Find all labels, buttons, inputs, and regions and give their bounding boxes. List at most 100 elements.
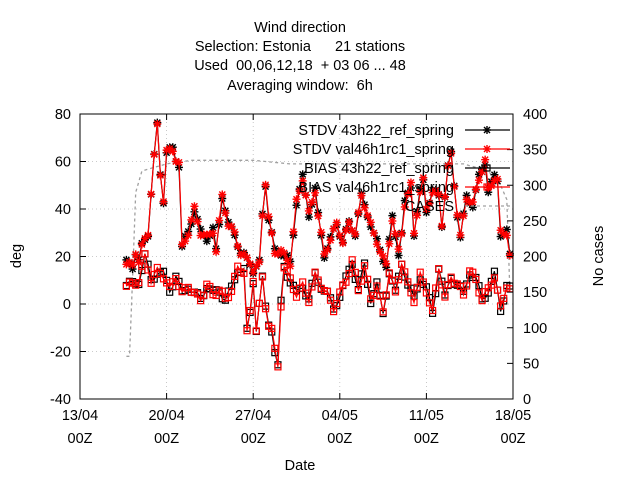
x-tick-label: 20/04 [148,408,184,424]
y-tick-label: 60 [55,155,71,171]
data-point-bias_val [231,272,239,280]
data-point-stdv_val [153,120,162,129]
data-point-stdv_val [184,231,193,240]
title-line-3: Used 00,06,12,18 + 03 06 ... 48 [194,58,406,74]
data-point-bias_val [364,275,372,283]
data-point-bias_val [435,265,443,273]
data-point-stdv_val [156,171,165,180]
legend: STDV 43h22_ref_spring STDV val46h1rc1_spr… [293,123,510,215]
data-point-bias_val [379,308,387,316]
y2-tick-label: 300 [523,178,547,194]
data-point-bias_val [407,289,415,297]
legend-label-cases: CASES [405,199,454,215]
data-point-bias_val [240,269,248,277]
x-tick-label: 04/05 [322,408,358,424]
data-point-stdv_val [487,181,496,190]
data-point-stdv_val [351,230,360,239]
data-point-bias_val [271,344,279,352]
x-tick-label: 00Z [68,431,93,447]
data-point-stdv_val [311,188,320,197]
data-point-bias_val [311,268,319,276]
data-point-bias_val [261,305,270,313]
data-point-bias_val [227,287,236,296]
data-point-bias_val [490,274,499,282]
data-point-stdv_val [345,218,354,227]
data-point-stdv_val [212,247,221,256]
y2-axis-label: No cases [591,226,607,286]
x-tick-label: 00Z [327,431,352,447]
data-point-bias_val [141,250,149,258]
data-point-stdv_val [147,190,156,199]
data-point-stdv_val [391,229,400,238]
y2-tick-label: 150 [523,285,547,301]
data-point-stdv_val [397,229,406,238]
data-point-stdv_val [150,150,159,159]
data-point-stdv_ref [388,211,397,220]
data-point-bias_val [422,289,430,297]
data-point-stdv_val [437,222,446,231]
data-point-stdv_val [450,182,459,191]
x-tick-label: 27/04 [235,408,271,424]
data-point-bias_val [497,302,505,310]
data-point-stdv_val [419,173,428,182]
data-point-stdv_val [128,261,137,270]
data-point-stdv_val [459,211,468,220]
data-point-bias_val [336,288,344,296]
y-tick-label: 40 [55,202,71,218]
data-point-stdv_val [187,215,196,224]
y2-tick-label: 400 [523,107,547,123]
data-point-stdv_val [478,167,487,176]
data-point-bias_val [391,288,400,296]
x-tick-label: 13/04 [62,408,98,424]
data-point-stdv_val [215,216,224,225]
legend-marker-stdv_ref [483,126,491,134]
data-point-stdv_val [174,158,183,167]
data-point-bias_val [268,324,276,333]
y-tick-label: 80 [55,107,71,123]
data-point-bias_val [333,300,341,308]
data-point-bias_val [138,262,146,270]
data-point-stdv_val [481,155,490,164]
data-point-stdv_ref [394,251,403,260]
data-point-stdv_val [283,256,292,265]
y-tick-label: -40 [50,392,71,408]
data-point-stdv_val [320,249,329,258]
x-tick-label: 00Z [414,431,439,447]
data-point-stdv_val [416,188,425,197]
data-point-stdv_val [382,259,391,268]
data-point-stdv_val [406,178,415,187]
x-tick-label: 11/05 [409,408,444,424]
data-point-bias_val [302,289,310,297]
y2-tick-label: 250 [523,214,547,230]
data-point-bias_val [478,297,486,305]
data-point-stdv_val [317,228,326,237]
data-point-stdv_val [354,208,363,217]
data-point-stdv_val [372,240,381,249]
data-point-stdv_val [474,176,483,185]
data-point-bias_val [200,291,208,299]
data-point-stdv_val [280,248,289,257]
y-tick-label: 0 [63,297,71,313]
data-point-bias_val [385,269,393,277]
data-point-bias_val [308,283,316,291]
data-point-stdv_val [298,176,307,185]
x-axis-label: Date [285,458,316,474]
data-point-stdv_val [332,218,341,227]
data-point-bias_val [144,266,152,274]
data-point-bias_val [252,327,260,335]
data-point-stdv_val [221,209,230,218]
x-tick-label: 00Z [501,431,526,447]
data-point-stdv_val [400,202,409,211]
plot-series [122,118,514,371]
data-point-stdv_val [307,198,316,207]
data-point-bias_val [354,287,362,295]
data-point-bias_val [342,278,350,286]
data-point-bias_val [286,274,294,282]
data-point-bias_val [330,307,338,316]
legend-marker-bias_val [483,183,491,191]
data-point-stdv_val [369,229,378,238]
data-point-bias_val [292,293,301,301]
data-point-stdv_val [159,197,168,206]
chart-title: Wind direction Selection: Estonia 21 sta… [194,20,406,94]
